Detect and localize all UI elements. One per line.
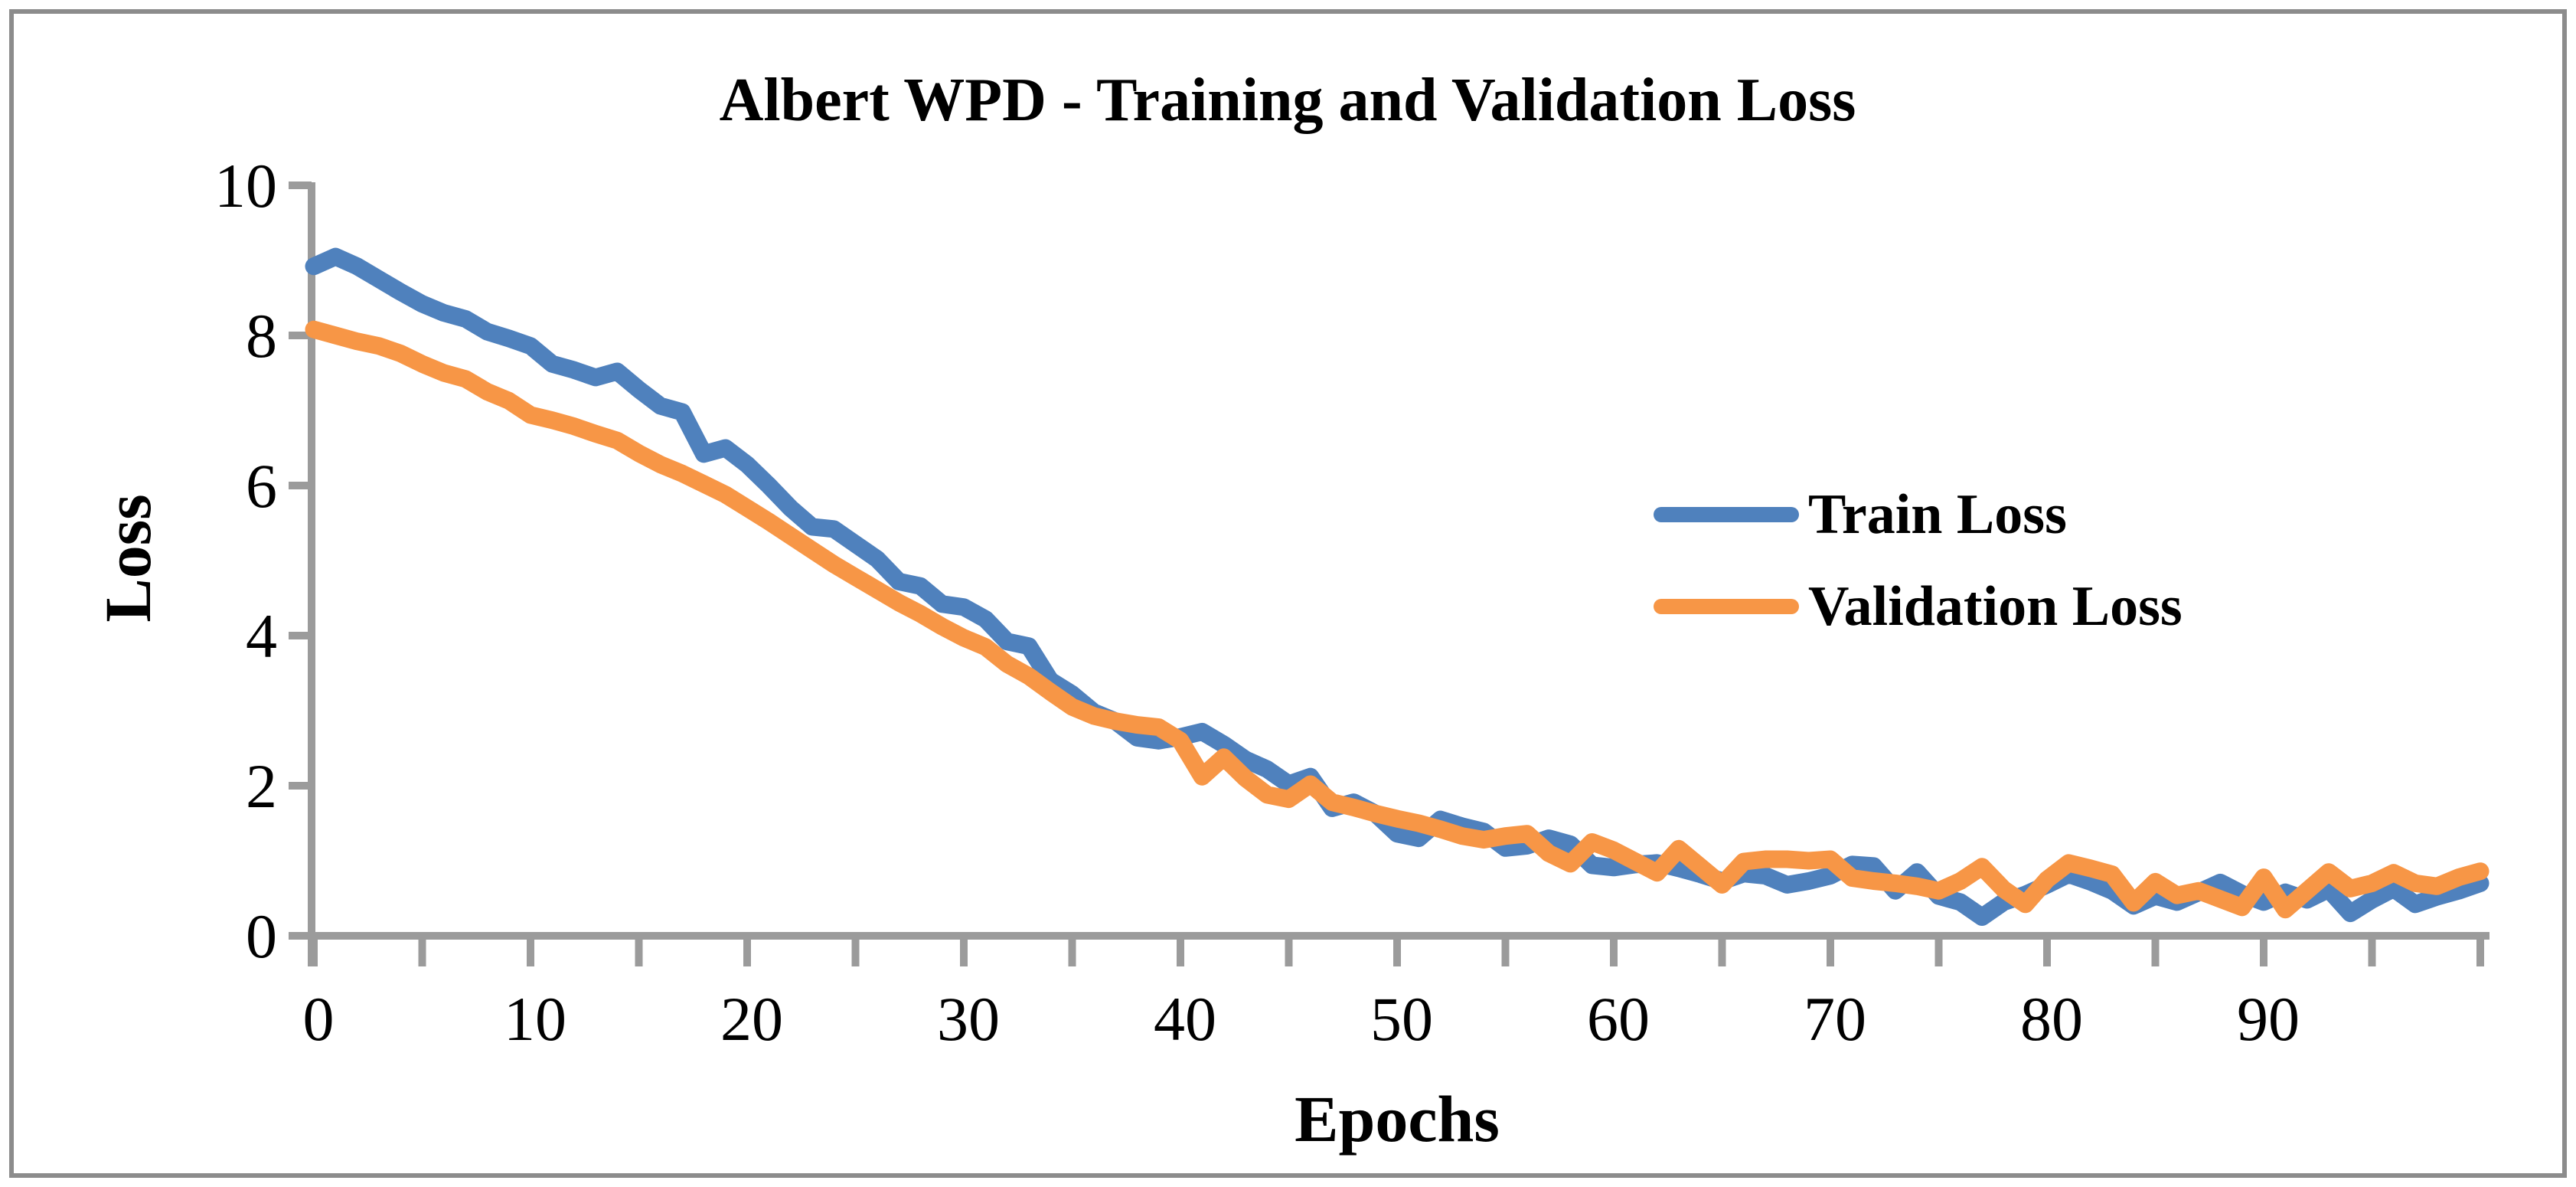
x-tick-label: 20	[720, 984, 783, 1054]
x-tick-label: 60	[1587, 984, 1650, 1054]
y-tick-label: 6	[246, 451, 277, 521]
y-tick-label: 8	[246, 301, 277, 371]
y-tick-label: 4	[246, 601, 277, 671]
x-tick-label: 80	[2020, 984, 2083, 1054]
chart-title: Albert WPD - Training and Validation Los…	[720, 67, 1856, 134]
x-tick-label: 90	[2237, 984, 2300, 1054]
x-tick-label: 40	[1154, 984, 1216, 1054]
x-tick-label: 50	[1370, 984, 1433, 1054]
y-tick-label: 0	[246, 901, 277, 971]
x-tick-label: 10	[504, 984, 566, 1054]
x-tick-label: 30	[937, 984, 1000, 1054]
y-axis-title: Loss	[91, 494, 165, 622]
x-tick-label: 70	[1804, 984, 1866, 1054]
y-tick-label: 2	[246, 751, 277, 821]
figure-border	[9, 9, 2567, 1178]
validation-loss-line	[305, 320, 2489, 919]
x-tick-label: 0	[303, 984, 335, 1054]
legend-validation-label: Validation Loss	[1808, 575, 2183, 638]
legend-train-label: Train Loss	[1808, 483, 2067, 546]
y-tick-label: 10	[214, 151, 277, 221]
x-axis-title: Epochs	[1295, 1082, 1500, 1156]
